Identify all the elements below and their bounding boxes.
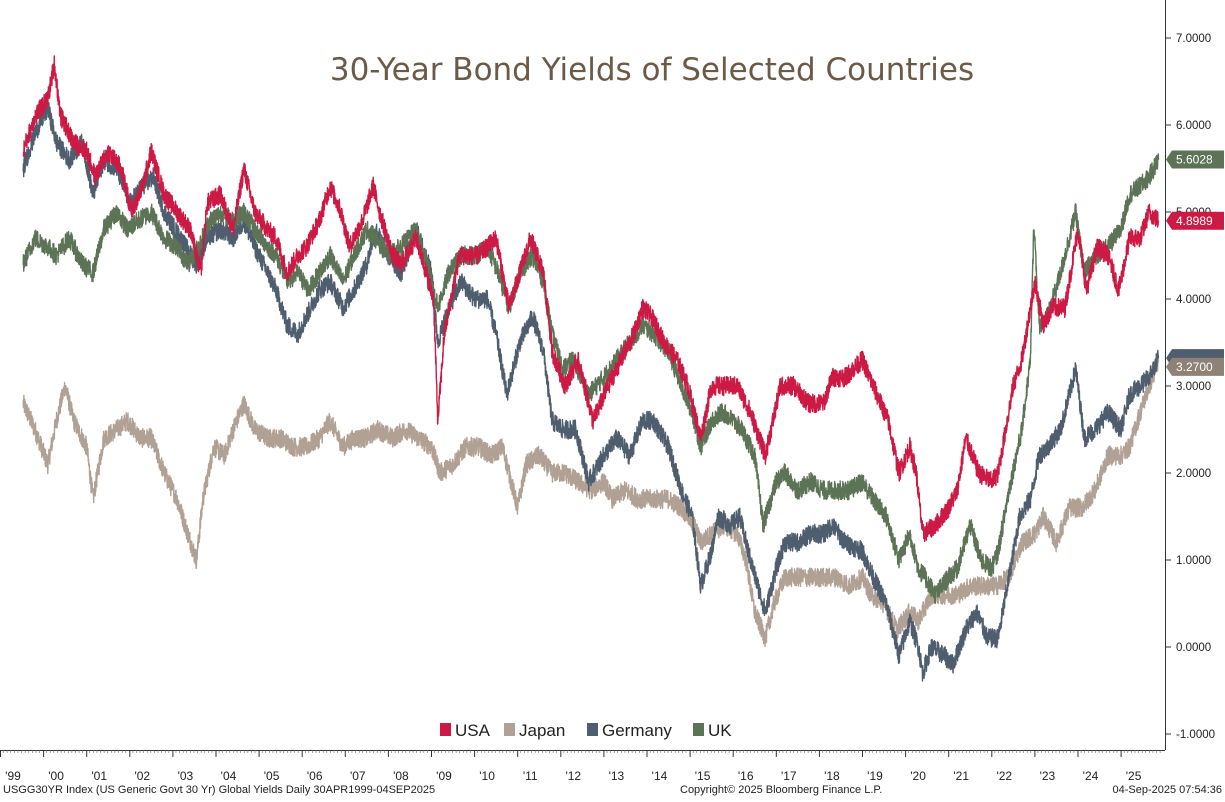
legend-swatch-japan [504, 723, 515, 736]
footer-source: USGG30YR Index (US Generic Govt 30 Yr) G… [3, 784, 436, 796]
x-tick-label: '17 [781, 769, 797, 783]
x-tick-label: '19 [867, 769, 883, 783]
japan-last-value-tag [1166, 357, 1224, 376]
legend: USA Japan Germany UK [428, 711, 738, 747]
x-tick-label: '13 [609, 769, 625, 783]
x-tick-label: '24 [1083, 769, 1099, 783]
y-tick-label: 0.0000 [1176, 642, 1211, 654]
x-tick-label: '05 [264, 769, 280, 783]
x-tick-label: '16 [738, 769, 754, 783]
legend-label-usa: USA [455, 721, 491, 740]
x-tick-label: '15 [695, 769, 711, 783]
usa-last-value-tag [1166, 211, 1224, 230]
legend-swatch-uk [693, 723, 704, 736]
series-layer [22, 55, 1160, 682]
usa-last-value-tag-label: 4.8989 [1176, 214, 1213, 228]
y-tick-label: -1.0000 [1176, 729, 1215, 741]
x-tick-label: '12 [565, 769, 581, 783]
legend-swatch-germany [587, 723, 598, 736]
legend-label-uk: UK [708, 721, 732, 740]
x-tick-label: '02 [134, 769, 150, 783]
x-tick-label: '23 [1040, 769, 1056, 783]
japan-last-value-tag-label: 3.2700 [1176, 360, 1213, 374]
x-tick-label: '07 [350, 769, 366, 783]
x-tick-label: '22 [996, 769, 1012, 783]
axis-layer: 7.00006.00005.00004.00003.00002.00001.00… [0, 0, 1215, 783]
x-tick-label: '00 [48, 769, 64, 783]
y-tick-label: 7.0000 [1176, 33, 1211, 45]
x-tick-label: '10 [479, 769, 495, 783]
y-tick-label: 1.0000 [1176, 555, 1211, 567]
uk-last-value-tag [1166, 150, 1224, 169]
x-tick-label: '11 [523, 769, 538, 783]
y-tick-label: 4.0000 [1176, 294, 1211, 306]
x-tick-label: '08 [393, 769, 409, 783]
series-line-uk [22, 153, 1160, 604]
last-value-tags: 5.6028 4.8989 3.2700 [1166, 150, 1224, 376]
footer-copyright: Copyright© 2025 Bloomberg Finance L.P. [680, 784, 883, 796]
y-tick-label: 6.0000 [1176, 120, 1211, 132]
series-line-germany [22, 98, 1160, 682]
x-tick-label: '01 [91, 769, 107, 783]
y-tick-label: 2.0000 [1176, 468, 1211, 480]
legend-label-japan: Japan [519, 721, 565, 740]
x-tick-label: '18 [824, 769, 840, 783]
series-line-japan [22, 356, 1160, 648]
x-tick-label: '14 [652, 769, 668, 783]
x-tick-label: '04 [221, 769, 237, 783]
series-line-usa [22, 55, 1160, 542]
legend-background [428, 711, 738, 747]
x-tick-label: '06 [307, 769, 323, 783]
legend-swatch-usa [440, 723, 451, 736]
footer-timestamp: 04-Sep-2025 07:54:36 [1112, 784, 1222, 796]
x-tick-label: '21 [953, 769, 969, 783]
uk-last-value-tag-label: 5.6028 [1176, 153, 1213, 167]
y-tick-label: 3.0000 [1176, 381, 1211, 393]
x-tick-label: '20 [910, 769, 926, 783]
chart-title: 30-Year Bond Yields of Selected Countrie… [330, 52, 974, 88]
x-tick-label: '03 [178, 769, 194, 783]
x-tick-label: '99 [5, 769, 21, 783]
legend-label-germany: Germany [602, 721, 672, 740]
x-tick-label: '09 [436, 769, 452, 783]
x-tick-label: '25 [1126, 769, 1142, 783]
